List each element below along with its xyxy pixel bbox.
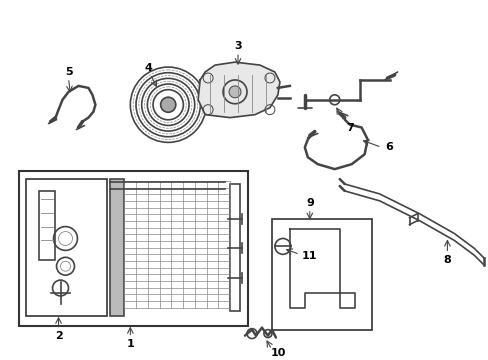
Text: 5: 5 (64, 67, 72, 77)
Polygon shape (198, 62, 279, 118)
Text: 4: 4 (144, 63, 152, 73)
Text: 6: 6 (385, 142, 393, 152)
Text: 10: 10 (270, 348, 285, 359)
Bar (271, 219, 371, 330)
Bar (39, 191, 55, 260)
Circle shape (228, 86, 241, 98)
Text: 7: 7 (345, 122, 353, 132)
Bar (25, 179, 107, 316)
Circle shape (161, 97, 176, 112)
Text: 3: 3 (234, 41, 242, 51)
Text: 1: 1 (126, 338, 134, 348)
Bar (19, 171, 247, 326)
Text: 11: 11 (302, 251, 317, 261)
Text: 2: 2 (55, 330, 62, 341)
Text: 9: 9 (305, 198, 313, 208)
Bar (229, 184, 240, 311)
Bar (110, 179, 124, 316)
Text: 8: 8 (443, 255, 450, 265)
